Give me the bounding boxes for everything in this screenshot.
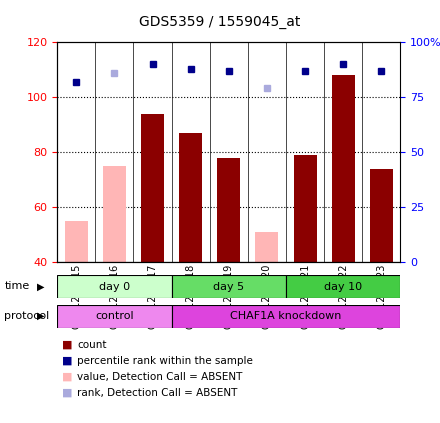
Bar bbox=[248, 42, 286, 262]
Bar bbox=[172, 275, 286, 298]
Bar bbox=[286, 42, 324, 262]
Text: CHAF1A knockdown: CHAF1A knockdown bbox=[230, 311, 342, 321]
Bar bbox=[293, 155, 316, 262]
Text: GDS5359 / 1559045_at: GDS5359 / 1559045_at bbox=[139, 15, 301, 29]
Text: ▶: ▶ bbox=[37, 311, 45, 321]
Text: ▶: ▶ bbox=[37, 281, 45, 291]
Bar bbox=[332, 75, 355, 262]
Text: ■: ■ bbox=[62, 340, 72, 350]
Text: rank, Detection Call = ABSENT: rank, Detection Call = ABSENT bbox=[77, 388, 237, 398]
Bar bbox=[133, 42, 172, 262]
Bar bbox=[370, 169, 393, 262]
Bar bbox=[57, 42, 95, 262]
Text: ■: ■ bbox=[62, 388, 72, 398]
Bar bbox=[172, 305, 400, 328]
Text: percentile rank within the sample: percentile rank within the sample bbox=[77, 356, 253, 366]
Text: count: count bbox=[77, 340, 106, 350]
Bar bbox=[362, 42, 400, 262]
Bar bbox=[172, 42, 210, 262]
Bar bbox=[324, 42, 362, 262]
Text: day 10: day 10 bbox=[324, 282, 362, 291]
Bar bbox=[217, 158, 240, 262]
Text: control: control bbox=[95, 311, 134, 321]
Bar bbox=[57, 305, 172, 328]
Bar bbox=[57, 275, 172, 298]
Text: ■: ■ bbox=[62, 372, 72, 382]
Bar bbox=[65, 221, 88, 262]
Text: day 0: day 0 bbox=[99, 282, 130, 291]
Text: ■: ■ bbox=[62, 356, 72, 366]
Bar bbox=[95, 42, 133, 262]
Bar bbox=[286, 275, 400, 298]
Text: day 5: day 5 bbox=[213, 282, 244, 291]
Text: value, Detection Call = ABSENT: value, Detection Call = ABSENT bbox=[77, 372, 242, 382]
Bar bbox=[179, 133, 202, 262]
Bar bbox=[256, 232, 279, 262]
Bar bbox=[103, 166, 126, 262]
Text: time: time bbox=[4, 281, 29, 291]
Bar bbox=[210, 42, 248, 262]
Text: protocol: protocol bbox=[4, 311, 50, 321]
Bar bbox=[141, 114, 164, 262]
